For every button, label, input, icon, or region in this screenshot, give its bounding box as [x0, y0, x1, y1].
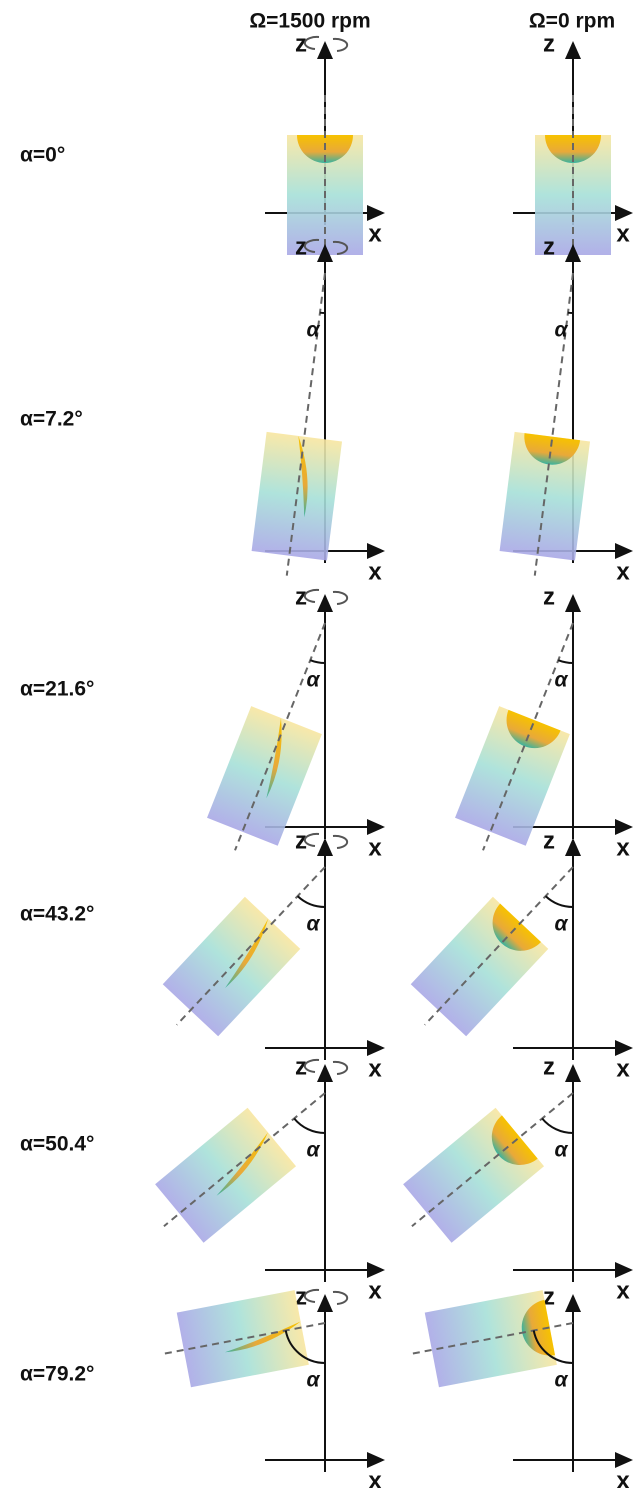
- angle-label: α: [554, 669, 568, 692]
- x-label: x: [368, 1467, 382, 1488]
- z-label: z: [543, 30, 555, 57]
- row-label: α=0°: [20, 144, 65, 167]
- angle-label: α: [306, 1369, 320, 1392]
- angle-label: α: [554, 1139, 568, 1162]
- x-label: x: [368, 558, 382, 585]
- angle-label: α: [306, 319, 320, 342]
- cylinder-body: [155, 1108, 296, 1243]
- x-label: x: [616, 1277, 630, 1304]
- panel: zxα: [207, 583, 383, 861]
- angle-arc: [546, 896, 573, 907]
- rotation-icon: [333, 39, 347, 51]
- cylinder: [207, 706, 322, 846]
- x-label: x: [616, 220, 630, 247]
- row-label: α=21.6°: [20, 678, 94, 701]
- angle-arc: [558, 660, 573, 663]
- column-header: Ω=0 rpm: [529, 10, 615, 33]
- rotation-icon: [333, 1062, 347, 1074]
- angle-label: α: [554, 319, 568, 342]
- rotation-icon: [333, 836, 347, 848]
- figure: Ω=1500 rpm Ω=0 rpm α=0°zxzxα=7.2°zxαzxαα…: [0, 0, 635, 1488]
- angle-label: α: [554, 913, 568, 936]
- rotation-icon: [333, 1292, 347, 1304]
- cylinder-body: [252, 432, 342, 561]
- panel: z x α: [500, 233, 631, 585]
- cylinder-body: [403, 1108, 544, 1243]
- row-label: α=79.2°: [20, 1363, 94, 1386]
- angle-label: α: [554, 1369, 568, 1392]
- panel: zx: [513, 30, 631, 275]
- x-label: x: [616, 1055, 630, 1082]
- cylinder: [252, 432, 342, 561]
- z-label: z: [543, 583, 555, 610]
- panel: zxα: [412, 1283, 631, 1488]
- row-label: α=43.2°: [20, 903, 94, 926]
- angle-label: α: [306, 913, 320, 936]
- panel: zx: [265, 30, 383, 275]
- panel: zxα: [155, 1053, 383, 1304]
- x-label: x: [368, 1277, 382, 1304]
- rotation-icon: [333, 592, 347, 604]
- angle-arc: [298, 896, 325, 907]
- angle-arc: [542, 1118, 573, 1133]
- angle-arc: [310, 660, 325, 663]
- panel: zxα: [163, 827, 383, 1082]
- cylinder: [455, 706, 570, 846]
- cylinder: [403, 1108, 544, 1243]
- panel: zxα: [252, 233, 383, 585]
- x-label: x: [616, 558, 630, 585]
- cylinder: [500, 432, 590, 561]
- z-label: z: [543, 827, 555, 854]
- panel: z x α: [455, 583, 631, 861]
- row-label: α=7.2°: [20, 408, 83, 431]
- cylinder-body: [207, 706, 322, 846]
- panel: z x α: [403, 1053, 631, 1304]
- cylinder: [155, 1108, 296, 1243]
- angle-arc: [294, 1118, 325, 1133]
- x-label: x: [616, 1467, 630, 1488]
- panel: z x α: [411, 827, 631, 1082]
- z-label: z: [543, 233, 555, 260]
- column-header: Ω=1500 rpm: [249, 10, 370, 33]
- z-label: z: [543, 1053, 555, 1080]
- x-label: x: [368, 1055, 382, 1082]
- x-label: x: [368, 220, 382, 247]
- row-label: α=50.4°: [20, 1133, 94, 1156]
- angle-label: α: [306, 1139, 320, 1162]
- panel: zxα: [164, 1283, 383, 1488]
- x-label: x: [616, 834, 630, 861]
- x-label: x: [368, 834, 382, 861]
- angle-label: α: [306, 669, 320, 692]
